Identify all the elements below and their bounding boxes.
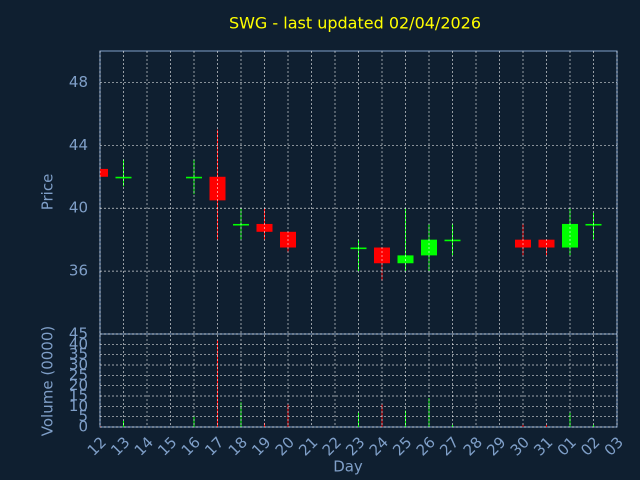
x-tick-label: 25	[389, 433, 415, 459]
y-tick-label: 36	[69, 262, 88, 280]
x-tick-label: 01	[554, 433, 580, 459]
x-tick-label: 22	[319, 433, 345, 459]
x-tick-label: 23	[342, 433, 368, 459]
x-tick-label: 15	[154, 433, 180, 459]
x-tick-label: 20	[272, 433, 298, 459]
x-tick-label: 19	[248, 433, 274, 459]
y-tick-label: 48	[69, 73, 88, 91]
x-tick-label: 13	[107, 433, 133, 459]
x-tick-label: 29	[483, 433, 509, 459]
x-tick-label: 14	[131, 433, 157, 459]
y-tick-label: 40	[69, 199, 88, 217]
x-axis-title: Day	[333, 458, 363, 476]
candle-body	[100, 168, 108, 177]
x-tick-label: 18	[225, 433, 251, 459]
y-tick-label: 44	[69, 136, 88, 154]
x-tick-label: 31	[530, 433, 556, 459]
x-tick-label: 12	[84, 433, 110, 459]
x-tick-label: 26	[413, 433, 439, 459]
y2-tick-label: 0	[78, 418, 88, 436]
candle-body	[115, 176, 132, 179]
x-tick-label: 17	[201, 433, 227, 459]
y2-axis-title: Volume (0000)	[39, 326, 57, 436]
x-tick-label: 28	[460, 433, 486, 459]
y-axis-title: Price	[39, 174, 57, 211]
plot-marks	[100, 129, 602, 427]
x-tick-label: 27	[436, 433, 462, 459]
x-tick-label: 30	[507, 433, 533, 459]
x-tick-label: 16	[178, 433, 204, 459]
x-tick-label: 21	[295, 433, 321, 459]
y2-tick-label: 5	[78, 407, 88, 425]
x-tick-label: 03	[601, 433, 627, 459]
x-tick-label: 02	[577, 433, 603, 459]
y2-tick-label: 15	[69, 387, 88, 405]
y2-tick-label: 45	[69, 325, 88, 343]
y2-tick-label: 35	[69, 345, 88, 363]
y2-tick-label: 40	[69, 335, 88, 353]
candle-body	[186, 176, 202, 179]
y2-tick-label: 30	[69, 356, 88, 374]
chart-title: SWG - last updated 02/04/2026	[229, 14, 481, 33]
x-tick-label: 24	[366, 433, 392, 459]
y2-tick-label: 10	[69, 397, 88, 415]
y2-tick-label: 20	[69, 376, 88, 394]
y2-tick-label: 25	[69, 366, 88, 384]
